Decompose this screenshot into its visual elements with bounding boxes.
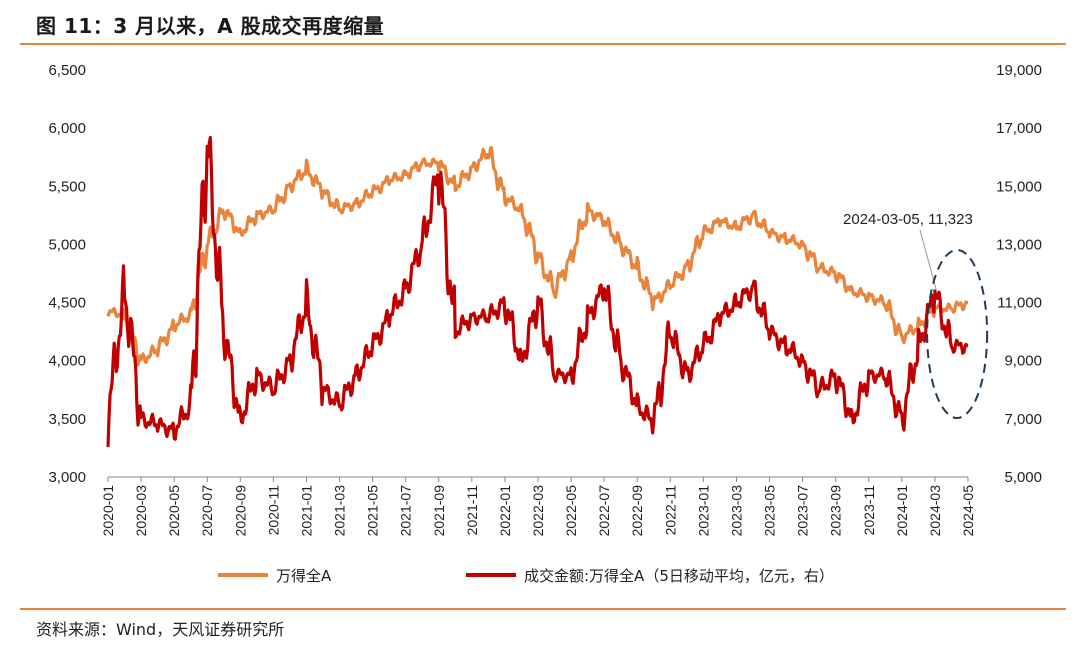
chart-title: 图 11：3 月以来，A 股成交再度缩量 [36, 14, 385, 38]
annotation-label: 2024-03-05, 11,323 [843, 211, 973, 228]
y-axis-right: 5,000 7,000 9,000 11,000 13,000 15,000 17,000 1… [996, 62, 1042, 486]
x-tick-label: 2021-03 [332, 485, 348, 537]
annotation: 2024-03-05, 11,323 [843, 211, 989, 419]
y-left-tick-label: 5,500 [48, 178, 86, 195]
x-tick-label: 2021-05 [365, 485, 381, 537]
y-right-tick-label: 5,000 [1004, 469, 1042, 486]
x-tick-label: 2020-03 [133, 485, 149, 537]
x-tick-label: 2021-07 [398, 485, 414, 537]
source-divider [20, 608, 1066, 610]
x-tick-label: 2020-07 [199, 485, 215, 537]
x-tick-label: 2021-11 [464, 485, 480, 536]
x-tick-label: 2022-07 [596, 485, 612, 537]
y-left-tick-label: 5,000 [48, 236, 86, 253]
x-tick-label: 2021-09 [431, 485, 447, 537]
y-left-tick-label: 6,500 [48, 62, 86, 79]
series-line-index [106, 146, 969, 367]
series-line-turnover [106, 135, 969, 447]
x-tick-label: 2022-01 [497, 485, 513, 537]
y-left-tick-label: 4,500 [48, 295, 86, 312]
y-right-tick-label: 19,000 [996, 62, 1042, 79]
x-tick-label: 2023-07 [795, 485, 811, 537]
y-right-tick-label: 13,000 [996, 236, 1042, 253]
x-tick-label: 2021-01 [298, 485, 314, 537]
x-tick-label: 2022-09 [629, 485, 645, 537]
y-right-tick-label: 11,000 [997, 295, 1042, 312]
x-tick-label: 2022-05 [563, 485, 579, 537]
y-right-tick-label: 7,000 [1004, 411, 1042, 428]
x-tick-label: 2024-05 [960, 485, 976, 537]
x-tick-label: 2020-05 [166, 485, 182, 537]
x-tick-label: 2022-03 [530, 485, 546, 537]
x-tick-label: 2023-11 [861, 485, 877, 536]
x-tick-label: 2020-09 [232, 485, 248, 537]
x-tick-label: 2023-01 [695, 485, 711, 537]
legend: 万得全A 成交金额:万得全A（5日移动平均，亿元，右） [218, 567, 834, 585]
y-left-tick-label: 6,000 [48, 120, 86, 137]
title-divider [20, 43, 1066, 45]
annotation-leader [919, 229, 938, 294]
y-left-tick-label: 4,000 [48, 353, 86, 370]
x-tick-label: 2023-03 [728, 485, 744, 537]
y-left-tick-label: 3,000 [48, 469, 86, 486]
source-note: 资料来源：Wind，天风证券研究所 [36, 620, 285, 639]
legend-label-turnover: 成交金额:万得全A（5日移动平均，亿元，右） [524, 567, 834, 585]
y-axis-left: 3,000 3,500 4,000 4,500 5,000 5,500 6,000 6,500 [48, 62, 86, 486]
x-tick-label: 2023-05 [762, 485, 778, 537]
y-right-tick-label: 9,000 [1004, 353, 1042, 370]
x-tick-label: 2020-11 [265, 485, 281, 536]
x-tick-label: 2022-11 [662, 485, 678, 536]
x-axis: 2020-01 2020-03 2020-05 2020-07 2020-09 2020-… [100, 477, 976, 536]
annotation-ellipse [926, 249, 989, 419]
legend-label-index: 万得全A [276, 567, 332, 585]
x-tick-label: 2024-03 [927, 485, 943, 537]
x-tick-label: 2023-09 [828, 485, 844, 537]
y-right-tick-label: 17,000 [996, 120, 1042, 137]
x-tick-label: 2020-01 [100, 485, 116, 537]
y-right-tick-label: 15,000 [996, 178, 1042, 195]
y-left-tick-label: 3,500 [48, 411, 86, 428]
x-tick-label: 2024-01 [894, 485, 910, 537]
